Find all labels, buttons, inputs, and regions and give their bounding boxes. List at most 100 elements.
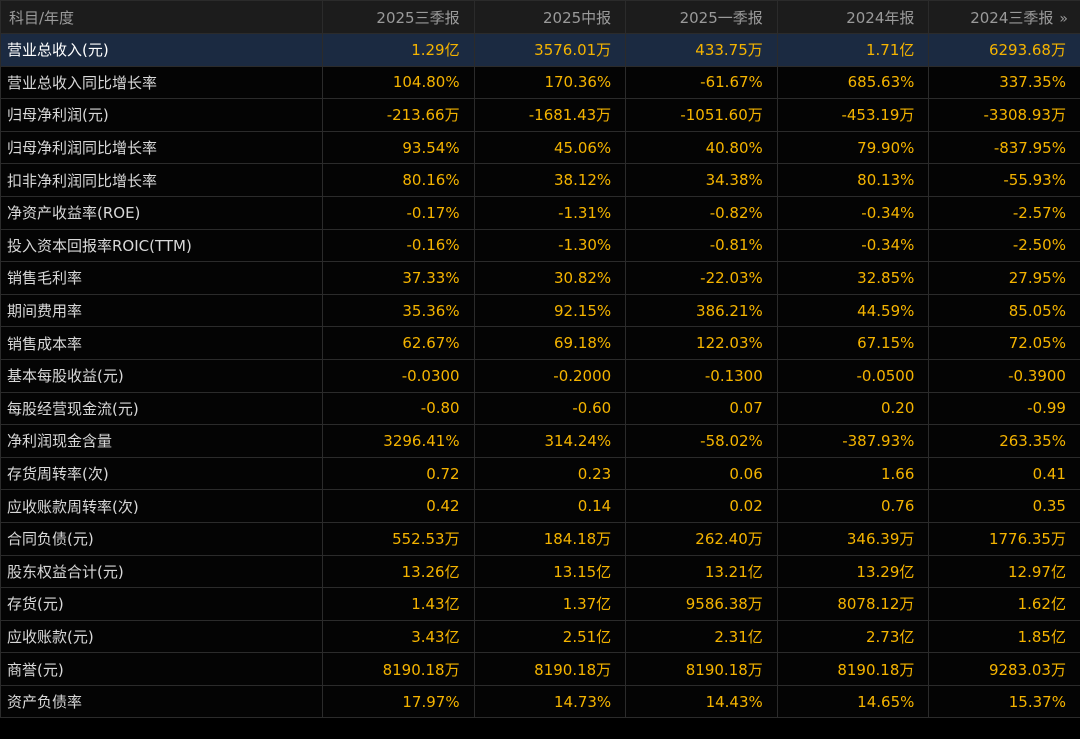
table-cell: 685.63% bbox=[776, 65, 930, 100]
row-label: 商誉(元) bbox=[0, 652, 323, 686]
table-cell: -1681.43万 bbox=[473, 98, 627, 132]
table-cell: -0.34% bbox=[776, 195, 930, 230]
table-cell: 92.15% bbox=[473, 293, 627, 328]
row-label: 应收账款(元) bbox=[0, 619, 323, 654]
table-cell: 40.80% bbox=[625, 130, 778, 165]
double-chevron-right-icon[interactable]: » bbox=[1059, 10, 1067, 27]
table-row[interactable]: 合同负债(元) 552.53万 184.18万 262.40万 346.39万 1776.… bbox=[0, 521, 1080, 556]
table-row[interactable]: 期间费用率 35.36% 92.15% 386.21% 44.59% 85.05% bbox=[0, 293, 1080, 328]
table-cell: 1.62亿 bbox=[928, 587, 1080, 621]
table-cell: 1.29亿 bbox=[322, 33, 475, 67]
table-cell: -387.93% bbox=[776, 424, 930, 458]
table-cell: 8190.18万 bbox=[473, 652, 627, 686]
table-cell: 45.06% bbox=[473, 130, 627, 165]
table-row[interactable]: 销售毛利率 37.33% 30.82% -22.03% 32.85% 27.95% bbox=[0, 261, 1080, 295]
table-row[interactable]: 销售成本率 62.67% 69.18% 122.03% 67.15% 72.05% bbox=[0, 326, 1080, 360]
column-header-label: 2024三季报 bbox=[970, 8, 1054, 27]
table-cell: -55.93% bbox=[928, 163, 1080, 197]
table-row[interactable]: 每股经营现金流(元) -0.80 -0.60 0.07 0.20 -0.99 bbox=[0, 391, 1080, 426]
row-label: 净资产收益率(ROE) bbox=[0, 195, 323, 230]
table-cell: 386.21% bbox=[625, 293, 778, 328]
row-label: 销售成本率 bbox=[0, 326, 323, 360]
table-cell: -837.95% bbox=[928, 130, 1080, 165]
table-cell: -0.60 bbox=[473, 391, 627, 426]
table-cell: 0.41 bbox=[928, 456, 1080, 491]
column-header-last[interactable]: 2024三季报 » bbox=[928, 0, 1080, 34]
table-cell: -0.17% bbox=[322, 195, 475, 230]
row-label: 营业总收入同比增长率 bbox=[0, 65, 323, 100]
row-label: 投入资本回报率ROIC(TTM) bbox=[0, 228, 323, 263]
table-cell: 1.37亿 bbox=[473, 587, 627, 621]
table-cell: 0.07 bbox=[625, 391, 778, 426]
row-label: 应收账款周转率(次) bbox=[0, 489, 323, 523]
table-cell: 12.97亿 bbox=[928, 554, 1080, 589]
table-cell: -58.02% bbox=[625, 424, 778, 458]
table-cell: 85.05% bbox=[928, 293, 1080, 328]
table-cell: 170.36% bbox=[473, 65, 627, 100]
table-cell: 17.97% bbox=[322, 684, 475, 719]
table-cell: 263.35% bbox=[928, 424, 1080, 458]
row-label: 期间费用率 bbox=[0, 293, 323, 328]
table-cell: 35.36% bbox=[322, 293, 475, 328]
table-cell: 13.26亿 bbox=[322, 554, 475, 589]
table-cell: -0.81% bbox=[625, 228, 778, 263]
table-row[interactable]: 投入资本回报率ROIC(TTM) -0.16% -1.30% -0.81% -0.34%… bbox=[0, 228, 1080, 263]
table-cell: 3.43亿 bbox=[322, 619, 475, 654]
row-label: 净利润现金含量 bbox=[0, 424, 323, 458]
column-header[interactable]: 2025中报 bbox=[473, 0, 627, 34]
header-row: 科目/年度 2025三季报 2025中报 2025一季报 2024年报 2024… bbox=[0, 0, 1080, 34]
table-cell: -61.67% bbox=[625, 65, 778, 100]
table-cell: 27.95% bbox=[928, 261, 1080, 295]
table-cell: 314.24% bbox=[473, 424, 627, 458]
table-cell: -2.50% bbox=[928, 228, 1080, 263]
table-cell: -0.1300 bbox=[625, 358, 778, 393]
table-row[interactable]: 应收账款(元) 3.43亿 2.51亿 2.31亿 2.73亿 1.85亿 bbox=[0, 619, 1080, 654]
table-cell: -0.0500 bbox=[776, 358, 930, 393]
row-label: 存货周转率(次) bbox=[0, 456, 323, 491]
row-label: 扣非净利润同比增长率 bbox=[0, 163, 323, 197]
table-cell: 80.13% bbox=[776, 163, 930, 197]
table-row[interactable]: 净利润现金含量 3296.41% 314.24% -58.02% -387.93% 263… bbox=[0, 424, 1080, 458]
table-row[interactable]: 净资产收益率(ROE) -0.17% -1.31% -0.82% -0.34% -2.57… bbox=[0, 195, 1080, 230]
table-cell: 62.67% bbox=[322, 326, 475, 360]
table-row[interactable]: 资产负债率 17.97% 14.73% 14.43% 14.65% 15.37% bbox=[0, 684, 1080, 719]
table-cell: 37.33% bbox=[322, 261, 475, 295]
table-cell: 122.03% bbox=[625, 326, 778, 360]
table-row[interactable]: 归母净利润(元) -213.66万 -1681.43万 -1051.60万 -453.1… bbox=[0, 98, 1080, 132]
table-cell: 104.80% bbox=[322, 65, 475, 100]
table-row[interactable]: 营业总收入同比增长率 104.80% 170.36% -61.67% 685.63% 33… bbox=[0, 65, 1080, 100]
table-cell: 1.85亿 bbox=[928, 619, 1080, 654]
column-header[interactable]: 2024年报 bbox=[776, 0, 930, 34]
table-cell: 14.65% bbox=[776, 684, 930, 719]
table-cell: 14.43% bbox=[625, 684, 778, 719]
row-label: 每股经营现金流(元) bbox=[0, 391, 323, 426]
table-cell: 2.73亿 bbox=[776, 619, 930, 654]
table-cell: 433.75万 bbox=[625, 33, 778, 67]
table-cell: 552.53万 bbox=[322, 521, 475, 556]
table-cell: 0.72 bbox=[322, 456, 475, 491]
row-label: 基本每股收益(元) bbox=[0, 358, 323, 393]
table-cell: 67.15% bbox=[776, 326, 930, 360]
table-cell: 2.51亿 bbox=[473, 619, 627, 654]
table-row[interactable]: 归母净利润同比增长率 93.54% 45.06% 40.80% 79.90% -837.9… bbox=[0, 130, 1080, 165]
table-cell: 184.18万 bbox=[473, 521, 627, 556]
table-row[interactable]: 应收账款周转率(次) 0.42 0.14 0.02 0.76 0.35 bbox=[0, 489, 1080, 523]
table-cell: -0.34% bbox=[776, 228, 930, 263]
table-cell: 8078.12万 bbox=[776, 587, 930, 621]
table-row[interactable]: 基本每股收益(元) -0.0300 -0.2000 -0.1300 -0.0500 -0.… bbox=[0, 358, 1080, 393]
table-cell: 34.38% bbox=[625, 163, 778, 197]
table-row[interactable]: 股东权益合计(元) 13.26亿 13.15亿 13.21亿 13.29亿 12.97亿 bbox=[0, 554, 1080, 589]
column-header[interactable]: 2025三季报 bbox=[322, 0, 475, 34]
table-cell: 13.29亿 bbox=[776, 554, 930, 589]
table-row[interactable]: 存货周转率(次) 0.72 0.23 0.06 1.66 0.41 bbox=[0, 456, 1080, 491]
table-row[interactable]: 商誉(元) 8190.18万 8190.18万 8190.18万 8190.18万 928… bbox=[0, 652, 1080, 686]
row-label: 营业总收入(元) bbox=[0, 33, 323, 67]
table-row[interactable]: 存货(元) 1.43亿 1.37亿 9586.38万 8078.12万 1.62亿 bbox=[0, 587, 1080, 621]
table-row[interactable]: 营业总收入(元) 1.29亿 3576.01万 433.75万 1.71亿 6293.68… bbox=[0, 33, 1080, 67]
table-row[interactable]: 扣非净利润同比增长率 80.16% 38.12% 34.38% 80.13% -55.93… bbox=[0, 163, 1080, 197]
table-cell: 79.90% bbox=[776, 130, 930, 165]
table-cell: 69.18% bbox=[473, 326, 627, 360]
table-cell: -213.66万 bbox=[322, 98, 475, 132]
table-cell: 346.39万 bbox=[776, 521, 930, 556]
column-header[interactable]: 2025一季报 bbox=[625, 0, 778, 34]
